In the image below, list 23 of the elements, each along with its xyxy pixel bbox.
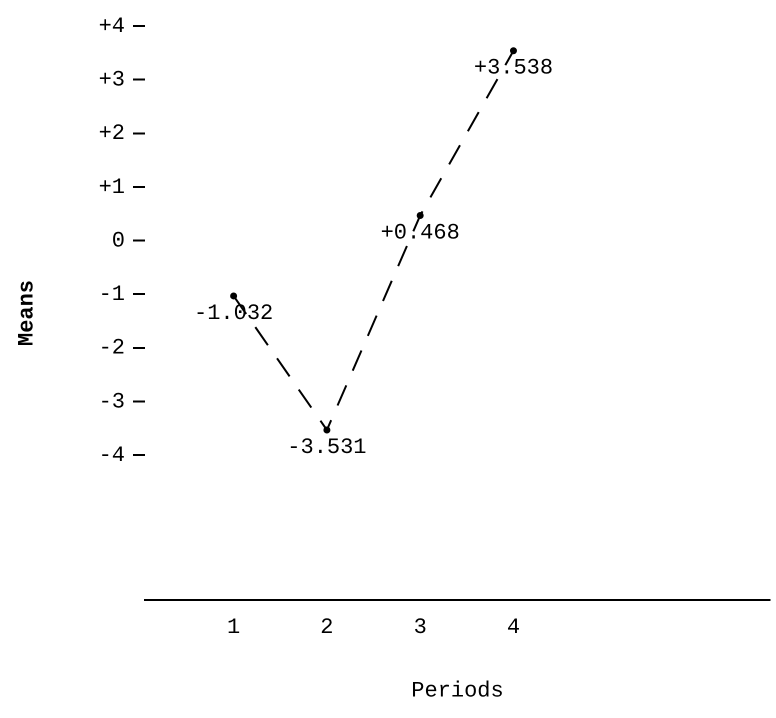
data-label: +3.538 [474,56,554,81]
x-axis-title: Periods [411,678,504,704]
y-tick-label: +3 [98,67,125,92]
x-tick-label: 1 [227,615,240,640]
y-tick-label: -2 [98,336,125,361]
y-tick-label: +2 [98,121,125,146]
y-axis-title: Means [14,280,40,346]
y-tick-label: -4 [98,442,125,468]
point [323,426,330,434]
y-tick-label: -1 [98,282,125,308]
point [230,292,238,300]
y-tick-label: +4 [98,14,125,39]
data-label: -3.531 [287,434,367,460]
y-tick-label: +1 [98,174,125,200]
data-label: -1.032 [194,300,274,326]
y-tick-label: -3 [98,389,125,414]
x-tick-label: 4 [506,615,520,640]
point [416,212,424,219]
y-tick-label: 0 [112,228,125,254]
x-tick-label: 2 [320,615,334,640]
point [510,47,517,54]
x-tick-label: 3 [414,615,427,640]
data-label: +0.468 [380,220,460,246]
